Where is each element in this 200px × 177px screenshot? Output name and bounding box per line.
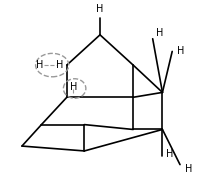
Text: H: H (70, 82, 77, 92)
Text: H: H (156, 28, 163, 38)
Text: H: H (96, 4, 104, 15)
Text: H: H (56, 60, 64, 70)
Text: H: H (185, 164, 192, 173)
Text: H: H (36, 60, 43, 70)
Text: H: H (166, 149, 173, 159)
Text: H: H (177, 46, 185, 56)
